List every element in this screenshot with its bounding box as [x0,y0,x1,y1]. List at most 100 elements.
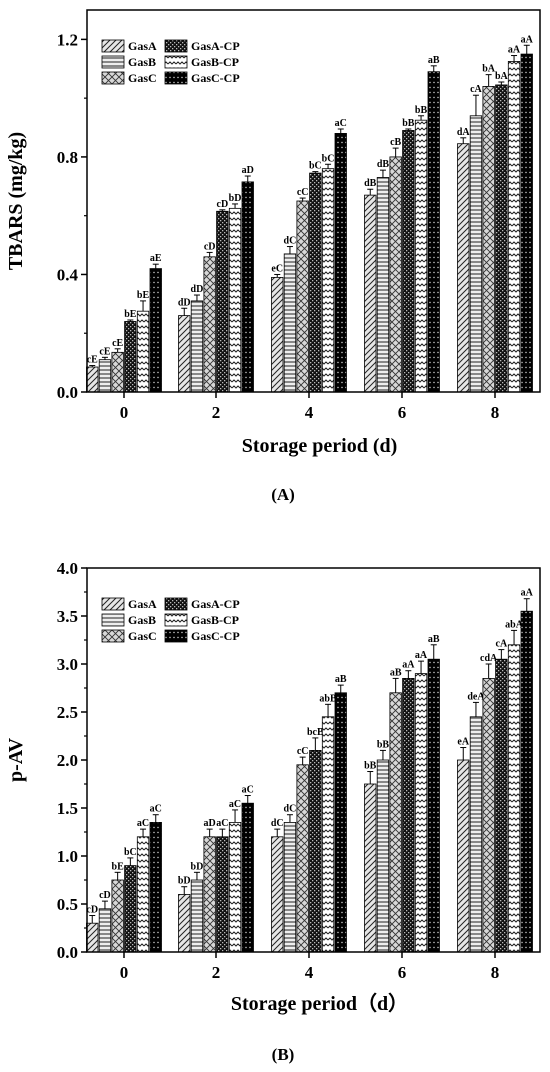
legend-label: GasB-CP [191,613,239,627]
y-axis-label: TBARS (mg/kg) [5,132,27,270]
bar [389,156,402,393]
x-axis-label: Storage period (d) [242,435,398,457]
legend-swatch [164,613,188,627]
y-tick-label: 0.0 [57,383,78,402]
bar [469,115,483,393]
significance-label: aC [216,818,228,829]
bar [309,172,322,393]
legend-label: GasC-CP [191,629,240,643]
legend-label: GasC [128,71,157,85]
legend-label: GasB [128,55,156,69]
bar [124,321,137,393]
significance-label: aA [521,34,534,45]
bar [495,84,508,393]
bar [427,71,440,393]
bar [414,673,428,953]
y-tick-label: 0.8 [57,148,78,167]
bar [364,194,377,393]
bar [482,86,495,393]
significance-label: bC [322,153,335,164]
x-tick-label: 0 [120,963,129,982]
bar [178,315,191,393]
legend-swatch [101,39,125,53]
bar [216,210,229,393]
significance-label: aC [229,799,241,810]
bar [86,922,99,953]
bar [495,658,508,953]
bar [241,181,254,393]
significance-label: aB [390,667,402,678]
significance-label: bC [124,847,137,858]
significance-label: aC [335,118,347,129]
significance-label: cB [390,137,401,148]
significance-label: cC [297,187,309,198]
y-tick-label: 3.5 [57,607,78,626]
significance-label: bE [124,309,137,320]
significance-label: cA [470,84,482,95]
bar [482,678,495,953]
legend-label: GasA-CP [191,39,240,53]
bar [296,764,309,953]
significance-label: cD [86,905,98,916]
y-tick-label: 0.4 [57,265,79,284]
significance-label: aC [242,785,254,796]
bar [520,610,533,953]
y-tick-label: 3.0 [57,655,78,674]
significance-label: abA [505,619,524,630]
significance-label: bA [482,64,496,75]
x-tick-label: 2 [212,403,221,422]
bar [376,759,390,953]
legend-label: GasB-CP [191,55,239,69]
significance-label: aA [508,45,521,56]
significance-label: aB [335,674,347,685]
significance-label: eC [271,263,283,274]
bar [376,177,390,393]
bar [271,836,284,953]
x-tick-label: 6 [398,403,407,422]
significance-label: cdA [480,653,498,664]
x-tick-label: 0 [120,403,129,422]
significance-label: bcB [307,727,324,738]
significance-label: aC [150,804,162,815]
significance-label: bC [309,161,322,172]
significance-label: dB [364,178,377,189]
legend-swatch [101,55,125,69]
legend-label: GasA-CP [191,597,240,611]
chart-panel: cD bD dC bB eA cD bD dC bB deA bE aD cC aB cdA bC aC bcB a… [5,559,541,1064]
legend-swatch [164,55,188,69]
bar [321,168,335,393]
x-tick-label: 6 [398,963,407,982]
x-tick-label: 8 [491,403,500,422]
significance-label: aB [428,55,440,66]
legend-label: GasB [128,613,156,627]
bar [309,750,322,953]
y-tick-label: 4.0 [57,559,78,578]
significance-label: aA [402,660,415,671]
bar [98,359,112,393]
bar [321,716,335,953]
chart-panel: cE dD eC dB dA cE dD dC dB cA cE cD cC cB bA bE cD bC bB bA… [5,9,541,504]
y-tick-label: 2.0 [57,751,78,770]
legend-label: GasA [128,597,157,611]
bar [469,716,483,953]
bar [203,256,216,393]
legend-swatch [164,597,188,611]
bar [111,351,124,393]
bar [414,119,428,393]
significance-label: aD [204,818,216,829]
bar [136,836,150,953]
bar [136,310,150,393]
significance-label: eA [457,737,469,748]
bar [520,53,533,393]
y-tick-label: 0.0 [57,943,78,962]
significance-label: aB [428,634,440,645]
x-tick-label: 2 [212,963,221,982]
significance-label: cE [112,338,123,349]
bar [296,200,309,393]
significance-label: cC [297,746,309,757]
significance-label: bE [112,861,125,872]
significance-label: dC [284,236,297,247]
significance-label: bB [415,105,428,116]
significance-label: aD [242,165,254,176]
significance-label: cD [204,241,216,252]
